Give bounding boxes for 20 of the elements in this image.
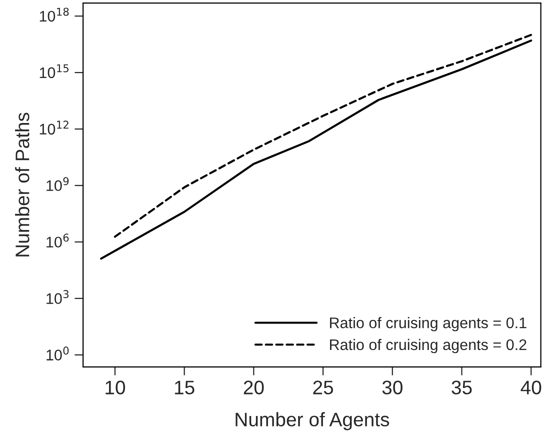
y-axis-title: Number of Paths — [15, 112, 30, 256]
y-tick-label: 10$^{6}$ — [46, 234, 69, 248]
x-tick-label: 10 — [106, 380, 126, 394]
legend-label: Ratio of cruising agents = 0.2 — [330, 338, 526, 354]
x-axis-title: Number of Agents — [236, 412, 390, 430]
y-tick-label: 10$^{12}$ — [40, 120, 68, 135]
x-tick-label: 40 — [520, 380, 542, 394]
y-tick-label: 10$^{15}$ — [40, 64, 69, 78]
line-series — [100, 40, 532, 260]
y-tick-label: 10$^{9}$ — [46, 177, 69, 192]
legend-label: Ratio of cruising agents = 0.1 — [330, 317, 526, 332]
y-tick-label: 10$^{3}$ — [46, 290, 69, 304]
x-tick-label: 35 — [452, 380, 472, 394]
y-tick-label: 10$^{0}$ — [46, 346, 69, 360]
x-tick-label: 20 — [244, 380, 264, 394]
x-tick-label: 30 — [382, 380, 402, 394]
y-tick-label: 10$^{18}$ — [40, 8, 69, 22]
line-series — [114, 34, 532, 238]
x-tick-label: 15 — [175, 380, 194, 394]
x-tick-label: 25 — [313, 380, 334, 394]
